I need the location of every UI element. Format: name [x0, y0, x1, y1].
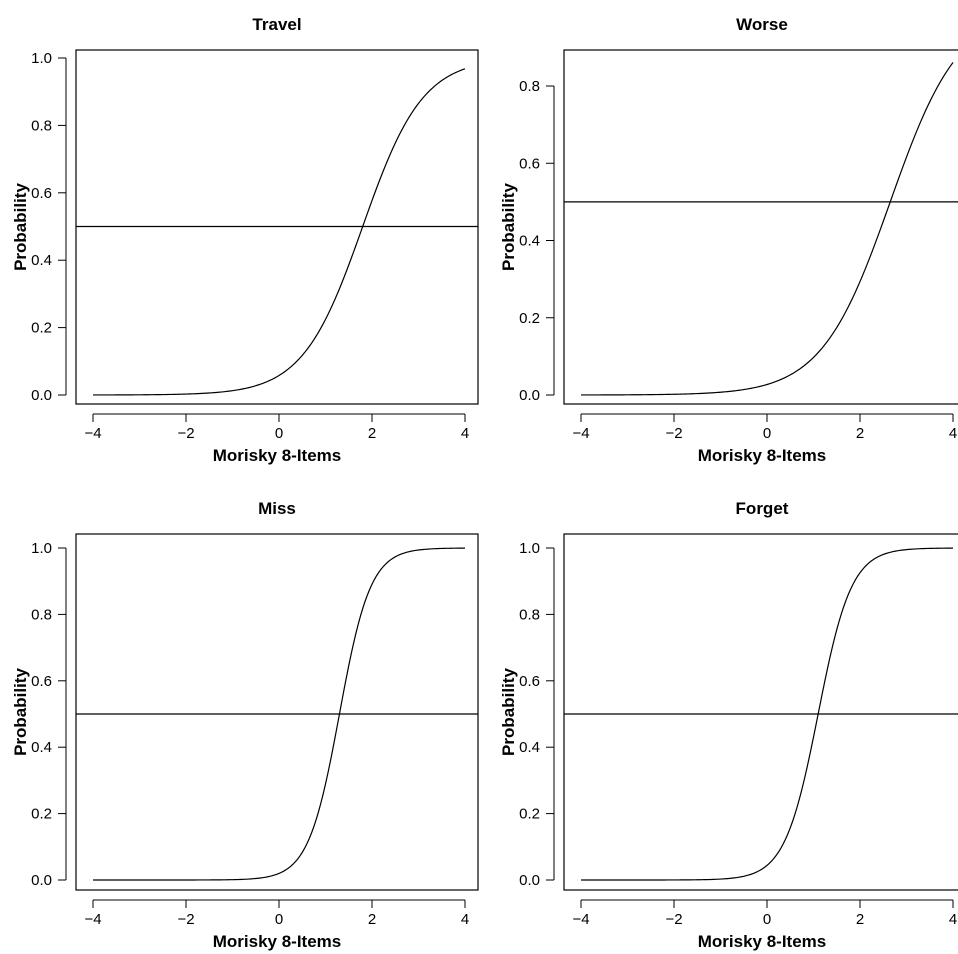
y-tick-label: 0.4 — [31, 252, 52, 269]
y-tick-label: 0.0 — [31, 872, 52, 889]
x-tick-label: 4 — [461, 911, 469, 928]
x-tick-label: 4 — [461, 425, 469, 442]
x-axis-label: Morisky 8-Items — [698, 446, 827, 465]
x-tick-label: 0 — [275, 911, 283, 928]
x-tick-label: −2 — [177, 911, 194, 928]
plot-frame — [563, 533, 958, 891]
probability-curve — [93, 547, 466, 881]
x-tick-label: 2 — [856, 911, 864, 928]
x-tick-label: −2 — [177, 425, 194, 442]
y-tick-label: 0.2 — [31, 320, 52, 337]
y-tick-label: 0.6 — [519, 155, 540, 172]
panel-worse: Worse −4 −2 0 2 4 Morisky 8-Items 0.0 0.2 0.4 0.6 0… — [499, 15, 958, 465]
panel-forget: Forget −4 −2 0 2 4 Morisky 8-Items 0.0 0.2 0.4 0.6… — [499, 499, 958, 951]
y-axis-label: Probability — [499, 668, 518, 756]
x-axis-label: Morisky 8-Items — [213, 446, 342, 465]
x-tick-label: 2 — [368, 425, 376, 442]
plot-frame — [563, 49, 958, 405]
y-tick-label: 0.2 — [519, 310, 540, 327]
x-tick-label: 4 — [949, 425, 957, 442]
y-tick-label: 0.8 — [31, 606, 52, 623]
x-tick-label: 4 — [949, 911, 957, 928]
y-tick-label: 0.6 — [519, 673, 540, 690]
panel-miss: Miss −4 −2 0 2 4 Morisky 8-Items 0.0 0.2 0.4 0.6 0.… — [11, 499, 479, 951]
y-tick-label: 1.0 — [519, 540, 540, 557]
probability-curve — [581, 547, 954, 881]
x-tick-label: −2 — [665, 425, 682, 442]
x-tick-label: 0 — [275, 425, 283, 442]
y-tick-label: 0.8 — [519, 78, 540, 95]
x-tick-label: 2 — [856, 425, 864, 442]
y-tick-label: 0.8 — [519, 606, 540, 623]
plot-frame — [75, 533, 479, 891]
y-tick-label: 0.8 — [31, 117, 52, 134]
y-tick-label: 1.0 — [31, 50, 52, 67]
y-tick-label: 1.0 — [31, 540, 52, 557]
y-axis-label: Probability — [11, 668, 30, 756]
y-axis-label: Probability — [499, 183, 518, 271]
panel-travel: Travel −4 −2 0 2 4 Morisky 8-Items 0.0 0.2 0.4 0.6… — [11, 15, 479, 465]
x-tick-label: −4 — [84, 911, 101, 928]
y-tick-label: 0.4 — [519, 233, 540, 250]
y-tick-label: 0.2 — [519, 806, 540, 823]
x-tick-label: 2 — [368, 911, 376, 928]
panel-title: Miss — [258, 499, 296, 518]
y-tick-label: 0.0 — [519, 872, 540, 889]
y-tick-label: 0.0 — [519, 387, 540, 404]
x-axis-label: Morisky 8-Items — [213, 932, 342, 951]
probability-curve — [92, 68, 466, 396]
panel-title: Worse — [736, 15, 788, 34]
y-tick-label: 0.6 — [31, 185, 52, 202]
y-tick-label: 0.6 — [31, 673, 52, 690]
x-tick-label: 0 — [763, 425, 771, 442]
probability-curve — [581, 62, 954, 396]
x-tick-label: −4 — [84, 425, 101, 442]
y-tick-label: 0.2 — [31, 806, 52, 823]
y-tick-label: 0.0 — [31, 387, 52, 404]
x-tick-label: −2 — [665, 911, 682, 928]
panel-title: Travel — [252, 15, 301, 34]
x-tick-label: −4 — [572, 425, 589, 442]
panel-title: Forget — [736, 499, 789, 518]
y-tick-label: 0.4 — [31, 739, 52, 756]
y-axis-label: Probability — [11, 183, 30, 271]
x-axis-label: Morisky 8-Items — [698, 932, 827, 951]
x-tick-label: −4 — [572, 911, 589, 928]
x-tick-label: 0 — [763, 911, 771, 928]
y-tick-label: 0.4 — [519, 739, 540, 756]
